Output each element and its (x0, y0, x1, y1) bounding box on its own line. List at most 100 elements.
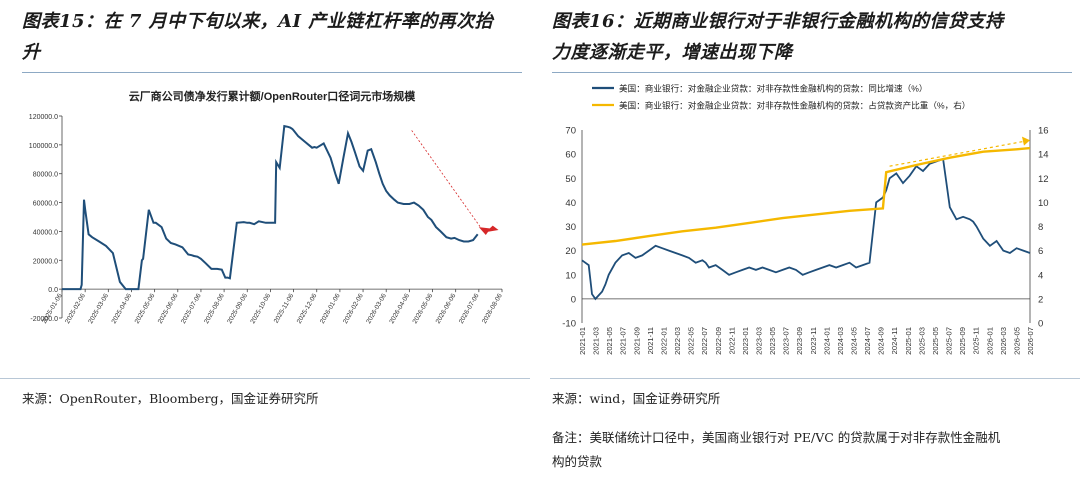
left-title-rule (22, 72, 522, 73)
y2-tick-label: 0 (1038, 319, 1043, 330)
y-tick-label: 20000.0 (33, 258, 58, 265)
y-tick-label: 80000.0 (33, 172, 58, 179)
left-title-line2: 升 (22, 42, 41, 63)
right-source-rule (550, 378, 1080, 379)
right-title-line1: 图表16：近期商业银行对于非银行金融机构的信贷支持 (552, 11, 1004, 32)
y-tick-label: 30 (565, 222, 576, 233)
left-source-rule (0, 378, 530, 379)
x-tick-label: 2025-07 (945, 327, 954, 355)
x-tick-label: 2022-07 (700, 327, 709, 355)
x-tick-label: 2025-09 (958, 327, 967, 355)
x-tick-label: 2024-05 (850, 327, 859, 355)
y-tick-label: 120000.0 (29, 114, 58, 121)
x-tick-label: 2022-03 (673, 327, 682, 355)
x-tick-label: 2025-06-06 (157, 292, 180, 325)
x-tick-label: 2025-03-06 (87, 292, 110, 325)
y2-tick-label: 4 (1038, 270, 1043, 281)
trend-arrow-head (1021, 136, 1030, 146)
y-tick-label: 60 (565, 150, 576, 161)
y-tick-label: 60000.0 (33, 201, 58, 208)
x-tick-label: 2026-04-06 (388, 292, 411, 325)
y2-tick-label: 6 (1038, 246, 1043, 257)
trend-arrow-down (411, 130, 484, 232)
left-chart: 云厂商公司债净发行累计额/OpenRouter口径词元市场规模 120000.0 1… (29, 89, 504, 325)
x-tick-label: 2026-08-06 (481, 292, 504, 325)
x-tick-label: 2024-07 (863, 327, 872, 355)
x-tick-label: 2023-05 (768, 327, 777, 355)
x-tick-label: 2025-10-06 (249, 292, 272, 325)
x-tick-label: 2025-11 (972, 327, 981, 354)
x-tick-label: 2021-01 (578, 327, 587, 355)
x-tick-label: 2022-09 (714, 327, 723, 355)
right-chart: 美国：商业银行：对金融企业贷款：对非存款性金融机构的贷款：同比增速（%） 美国：商… (562, 83, 1049, 355)
x-tick-label: 2023-11 (809, 327, 818, 354)
x-tick-label: 2021-07 (619, 327, 628, 355)
arrow-head-up (485, 225, 499, 233)
y2-tick-label: 2 (1038, 294, 1043, 305)
x-tick-label: 2025-08-06 (203, 292, 226, 325)
x-tick-label: 2026-01-06 (319, 292, 342, 325)
right-title-line2: 力度逐渐走平，增速出现下降 (552, 42, 793, 63)
x-tick-label: 2026-07-06 (458, 292, 481, 325)
series-line (62, 124, 479, 291)
x-tick-label: 2024-03 (836, 327, 845, 355)
x-tick-label: 2024-01 (822, 327, 831, 355)
x-tick-label: 2025-12-06 (296, 292, 319, 325)
x-tick-label: 2021-05 (605, 327, 614, 355)
x-tick-label: 2024-09 (877, 327, 886, 355)
x-tick-label: 2025-02-06 (64, 292, 87, 325)
legend-label: 美国：商业银行：对金融企业贷款：对非存款性金融机构的贷款：占贷款资产比重（%，右… (619, 100, 970, 111)
series-line-right (581, 146, 1031, 246)
y2-tick-label: 12 (1038, 174, 1049, 185)
x-tick-label: 2023-09 (795, 327, 804, 355)
x-tick-label: 2026-03-06 (365, 292, 388, 325)
x-tick-label: 2026-05-06 (412, 292, 435, 325)
right-figure-title: 图表16：近期商业银行对于非银行金融机构的信贷支持 力度逐渐走平，增速出现下降 (552, 6, 1072, 68)
y-tick-label: 0 (571, 294, 576, 305)
y2-tick-label: 14 (1038, 150, 1049, 161)
left-panel: 图表15：在 7 月中下旬以来，AI 产业链杠杆率的再次抬 升 云厂商公司债净发… (0, 0, 530, 484)
x-tick-label: 2026-06-06 (435, 292, 458, 325)
x-tick-label: 2026-03 (999, 327, 1008, 355)
left-figure-title: 图表15：在 7 月中下旬以来，AI 产业链杠杆率的再次抬 升 (22, 6, 522, 68)
y-tick-label: -20000.0 (30, 316, 58, 323)
x-tick-label: 2025-11-06 (273, 292, 296, 324)
x-tick-label: 2023-03 (754, 327, 763, 355)
right-source: 来源：wind，国金证券研究所 (552, 391, 721, 406)
y2-tick-label: 16 (1038, 126, 1049, 137)
y-tick-label: 70 (565, 126, 576, 137)
y-tick-label: 10 (565, 270, 576, 281)
x-tick-label: 2026-05 (1012, 327, 1021, 355)
left-source: 来源：OpenRouter，Bloomberg，国金证券研究所 (22, 391, 319, 406)
x-tick-label: 2022-05 (687, 327, 696, 355)
x-tick-label: 2021-11 (646, 327, 655, 354)
y-tick-label: -10 (562, 319, 576, 330)
legend-label: 美国：商业银行：对金融企业贷款：对非存款性金融机构的贷款：同比增速（%） (619, 83, 927, 94)
y-tick-label: 100000.0 (29, 143, 58, 150)
x-tick-label: 2026-02-06 (342, 292, 365, 325)
x-tick-label: 2025-05-06 (134, 292, 157, 325)
right-note-line1: 备注：美联储统计口径中，美国商业银行对 PE/VC 的贷款属于对非存款性金融机 (552, 430, 1001, 445)
right-note: 备注：美联储统计口径中，美国商业银行对 PE/VC 的贷款属于对非存款性金融机 … (552, 426, 1072, 474)
x-tick-label: 2022-11 (727, 327, 736, 354)
x-tick-label: 2021-03 (592, 327, 601, 355)
x-tick-label: 2025-03 (917, 327, 926, 355)
x-tick-label: 2021-09 (632, 327, 641, 355)
y-tick-label: 40 (565, 198, 576, 209)
trend-arrow (889, 140, 1027, 167)
right-note-line2: 构的贷款 (552, 454, 603, 469)
arrow-head-down (478, 227, 491, 236)
x-tick-label: 2025-01 (904, 327, 913, 355)
y-tick-label: 50 (565, 174, 576, 185)
x-tick-label: 2025-04-06 (111, 292, 134, 325)
x-tick-label: 2025-07-06 (180, 292, 203, 325)
series-line-left (581, 157, 1031, 301)
x-tick-label: 2023-01 (741, 327, 750, 355)
x-tick-label: 2024-11 (890, 327, 899, 354)
x-tick-label: 2022-01 (659, 327, 668, 355)
y2-tick-label: 8 (1038, 222, 1043, 233)
y-tick-label: 20 (565, 246, 576, 257)
x-tick-label: 2025-09-06 (226, 292, 249, 325)
y2-tick-label: 10 (1038, 198, 1049, 209)
x-tick-label: 2026-07 (1026, 327, 1035, 355)
